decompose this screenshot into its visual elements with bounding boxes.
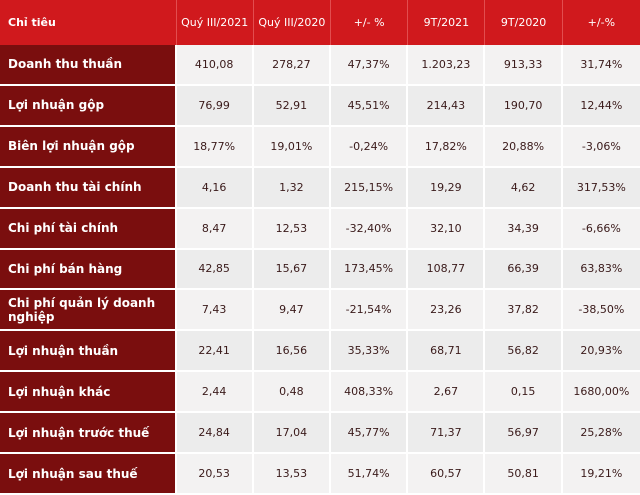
value-cell: 76,99 [176,85,254,127]
table-row: Lợi nhuận khác 2,44 0,48 408,33% 2,67 0,15 168… [0,372,640,414]
value-cell: 4,62 [485,167,563,209]
table-body: Doanh thu thuần 410,08 278,27 47,37% 1.203,2… [0,45,640,495]
value-cell: 173,45% [331,249,409,291]
value-cell: -21,54% [331,290,409,332]
row-label: Chi phí tài chính [0,208,177,250]
table-row: Chi phí quản lý doanh nghiệp 7,43 9,47 -21,… [0,290,640,332]
header-9m-2021: 9T/2021 [408,0,486,45]
value-cell: 42,85 [176,249,254,291]
value-cell: 9,47 [253,290,332,332]
header-q3-2021: Quý III/2021 [176,0,254,45]
value-cell: 45,51% [331,85,409,127]
value-cell: 17,04 [253,413,332,455]
value-cell: 17,82% [408,126,486,168]
value-cell: -3,06% [562,126,640,168]
value-cell: 71,37 [408,413,486,455]
value-cell: 63,83% [562,249,640,291]
value-cell: 0,15 [485,372,563,414]
value-cell: 52,91 [253,85,332,127]
value-cell: -32,40% [331,208,409,250]
value-cell: 16,56 [253,331,332,373]
table-row: Lợi nhuận gộp 76,99 52,91 45,51% 214,43 190,7… [0,85,640,127]
value-cell: 190,70 [485,85,563,127]
value-cell: 278,27 [253,45,332,86]
value-cell: -38,50% [562,290,640,332]
value-cell: 20,93% [562,331,640,373]
row-label: Lợi nhuận sau thuế [0,454,177,495]
value-cell: 0,48 [253,372,332,414]
value-cell: 1680,00% [562,372,640,414]
row-label: Lợi nhuận thuần [0,331,177,373]
value-cell: 50,81 [485,454,563,495]
value-cell: 19,21% [562,454,640,495]
header-indicator: Chỉ tiêu [0,0,177,45]
value-cell: 35,33% [331,331,409,373]
table-row: Biên lợi nhuận gộp 18,77% 19,01% -0,24% 17,8… [0,126,640,168]
row-label: Biên lợi nhuận gộp [0,126,177,168]
table-row: Doanh thu tài chính 4,16 1,32 215,15% 19,29 4… [0,167,640,209]
value-cell: 18,77% [176,126,254,168]
value-cell: 4,16 [176,167,254,209]
row-label: Chi phí bán hàng [0,249,177,291]
value-cell: 408,33% [331,372,409,414]
table-row: Lợi nhuận thuần 22,41 16,56 35,33% 68,71 56,8… [0,331,640,373]
value-cell: 410,08 [176,45,254,86]
value-cell: 24,84 [176,413,254,455]
value-cell: 51,74% [331,454,409,495]
row-label: Doanh thu tài chính [0,167,177,209]
value-cell: 60,57 [408,454,486,495]
header-row: Chỉ tiêu Quý III/2021 Quý III/2020 +/- %… [0,0,640,45]
value-cell: 25,28% [562,413,640,455]
table-row: Chi phí bán hàng 42,85 15,67 173,45% 108,77 6… [0,249,640,291]
table-row: Lợi nhuận trước thuế 24,84 17,04 45,77% 71,3… [0,413,640,455]
row-label: Lợi nhuận trước thuế [0,413,177,455]
header-9m-2020: 9T/2020 [485,0,563,45]
value-cell: 15,67 [253,249,332,291]
value-cell: 8,47 [176,208,254,250]
value-cell: 913,33 [485,45,563,86]
value-cell: 1,32 [253,167,332,209]
value-cell: 66,39 [485,249,563,291]
value-cell: 34,39 [485,208,563,250]
table-row: Lợi nhuận sau thuế 20,53 13,53 51,74% 60,57 5… [0,454,640,495]
value-cell: 7,43 [176,290,254,332]
value-cell: -6,66% [562,208,640,250]
value-cell: 20,88% [485,126,563,168]
value-cell: 68,71 [408,331,486,373]
value-cell: 19,01% [253,126,332,168]
value-cell: 2,67 [408,372,486,414]
value-cell: 12,44% [562,85,640,127]
value-cell: 32,10 [408,208,486,250]
value-cell: 13,53 [253,454,332,495]
header-q-change: +/- % [331,0,409,45]
value-cell: 23,26 [408,290,486,332]
value-cell: 1.203,23 [408,45,486,86]
value-cell: 19,29 [408,167,486,209]
value-cell: 2,44 [176,372,254,414]
value-cell: 47,37% [331,45,409,86]
header-q3-2020: Quý III/2020 [253,0,332,45]
value-cell: 108,77 [408,249,486,291]
header-9m-change: +/-% [562,0,640,45]
row-label: Doanh thu thuần [0,45,177,86]
value-cell: 56,97 [485,413,563,455]
value-cell: -0,24% [331,126,409,168]
value-cell: 31,74% [562,45,640,86]
value-cell: 12,53 [253,208,332,250]
row-label: Lợi nhuận gộp [0,85,177,127]
row-label: Chi phí quản lý doanh nghiệp [0,290,177,332]
value-cell: 56,82 [485,331,563,373]
value-cell: 215,15% [331,167,409,209]
value-cell: 22,41 [176,331,254,373]
value-cell: 317,53% [562,167,640,209]
table-row: Doanh thu thuần 410,08 278,27 47,37% 1.203,2… [0,45,640,86]
value-cell: 20,53 [176,454,254,495]
value-cell: 45,77% [331,413,409,455]
row-label: Lợi nhuận khác [0,372,177,414]
table-row: Chi phí tài chính 8,47 12,53 -32,40% 32,10 34… [0,208,640,250]
value-cell: 37,82 [485,290,563,332]
value-cell: 214,43 [408,85,486,127]
